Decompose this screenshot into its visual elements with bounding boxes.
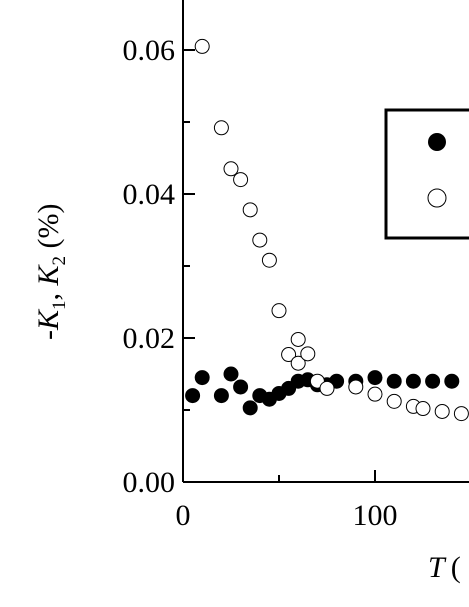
data-point-filled — [213, 388, 229, 404]
y-tick-label: 0.00 — [123, 466, 176, 499]
data-point-open — [290, 355, 306, 371]
data-point-open — [367, 386, 383, 402]
y-tick-label: 0.04 — [123, 178, 176, 211]
data-point-open — [434, 403, 450, 419]
data-point-open — [252, 232, 268, 248]
y-axis-label-text: -K1, K2 (%) — [32, 203, 70, 340]
data-point-filled — [194, 370, 210, 386]
data-point-open — [290, 331, 306, 347]
x-axis-label-text: T( — [428, 551, 461, 584]
data-point-filled — [386, 373, 402, 389]
tick-labels: 0.00 0.02 0.04 0.06 0 100 — [123, 34, 398, 532]
data-point-filled — [405, 373, 421, 389]
data-point-open — [348, 379, 364, 395]
data-point-filled — [233, 379, 249, 395]
data-point-filled — [242, 400, 258, 416]
data-point-open — [415, 401, 431, 417]
data-point-open — [223, 161, 239, 177]
data-point-filled — [444, 373, 460, 389]
data-point-filled — [367, 370, 383, 386]
legend-box — [384, 108, 469, 240]
y-axis-label: -K1, K2 (%) — [32, 203, 70, 340]
data-point-filled — [223, 366, 239, 382]
x-tick-label: 100 — [353, 499, 398, 532]
data-points — [185, 38, 469, 422]
data-point-open — [271, 303, 287, 319]
data-point-open — [233, 172, 249, 188]
data-point-open — [386, 393, 402, 409]
legend — [384, 108, 469, 240]
legend-marker-filled — [428, 133, 446, 151]
x-tick-label: 0 — [176, 499, 191, 532]
data-point-filled — [425, 373, 441, 389]
data-point-open — [213, 120, 229, 136]
data-point-open — [194, 38, 210, 54]
data-point-open — [300, 346, 316, 362]
data-point-open — [319, 380, 335, 396]
data-point-open — [261, 252, 277, 268]
data-point-open — [281, 347, 297, 363]
legend-marker-open — [427, 188, 447, 208]
x-axis-label: T( — [428, 551, 461, 584]
y-tick-label: 0.02 — [123, 322, 176, 355]
ticks — [182, 49, 376, 483]
axes — [182, 0, 469, 483]
data-point-filled — [185, 388, 201, 404]
y-tick-label: 0.06 — [123, 34, 176, 67]
data-point-open — [453, 406, 469, 422]
data-point-open — [242, 202, 258, 218]
